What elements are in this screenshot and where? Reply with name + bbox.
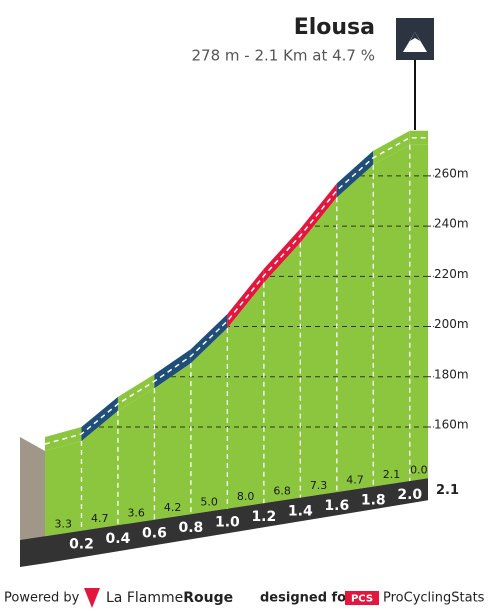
designed-for: designed for [260, 591, 353, 606]
x-tick-label: 1.6 [324, 498, 349, 514]
distance-band [20, 478, 428, 567]
x-tick-label: 1.8 [361, 493, 386, 509]
chart-subtitle: 278 m - 2.1 Km at 4.7 % [191, 47, 375, 65]
y-tick-label: 200m [434, 317, 469, 331]
brand: La FlammeRouge [106, 590, 233, 606]
ribbon-center [44, 136, 428, 445]
x-tick-label: 1.2 [251, 509, 276, 525]
y-tick-label: 260m [434, 166, 469, 180]
y-tick-label: 160m [434, 418, 469, 432]
y-tick-label: 180m [434, 367, 469, 381]
flamme-logo [84, 588, 100, 608]
plot: 160m 180m 200m 220m 240m 260m 0.2 0.4 0.6 0.8 1.0 1… [20, 130, 469, 567]
x-tick-label: 2.1 [436, 483, 459, 498]
summit-mountain [403, 32, 427, 52]
x-tick-label: 0.2 [69, 537, 94, 553]
x-tick-label: 0.6 [142, 526, 167, 542]
profile-face [45, 144, 428, 537]
y-tick-label: 220m [434, 267, 469, 281]
chart-title: Elousa [294, 15, 375, 40]
gradient-segment [409, 130, 428, 145]
gradient-label: 7.3 [310, 479, 328, 492]
x-tick-label: 1.0 [215, 515, 240, 531]
x-tick-label: 0.4 [106, 531, 131, 547]
x-tick-label: 0.8 [178, 520, 203, 536]
gradient-label: 0.0 [410, 464, 428, 477]
pcs-logo: PCS [351, 594, 373, 605]
gradient-segment [154, 349, 191, 389]
gradient-label: 4.2 [164, 501, 182, 514]
powered-by: Powered by [4, 591, 80, 606]
gradient-segment [190, 314, 228, 364]
brand-bold: Rouge [183, 590, 233, 606]
y-tick-label: 240m [434, 217, 469, 231]
gradient-label: 5.0 [200, 495, 218, 508]
gradient-label: 3.3 [54, 517, 72, 530]
profile-wall [20, 437, 45, 563]
gradient-label: 4.7 [346, 473, 364, 486]
gradient-label: 8.0 [237, 490, 255, 503]
gradient-label: 6.8 [273, 484, 291, 497]
x-tick-label: 2.0 [397, 487, 422, 503]
pcs-name: ProCyclingStats [383, 591, 485, 606]
brand-light: La Flamme [106, 590, 183, 606]
gradient-label: 4.7 [91, 512, 109, 525]
x-tick-label: 1.4 [288, 504, 313, 520]
gradient-label: 2.1 [383, 468, 401, 481]
gradient-label: 3.6 [127, 506, 145, 519]
pcs-logo-box [345, 591, 379, 605]
gradient-segment [81, 396, 118, 441]
gradient-segment [117, 374, 155, 411]
summit-snow [410, 32, 420, 41]
